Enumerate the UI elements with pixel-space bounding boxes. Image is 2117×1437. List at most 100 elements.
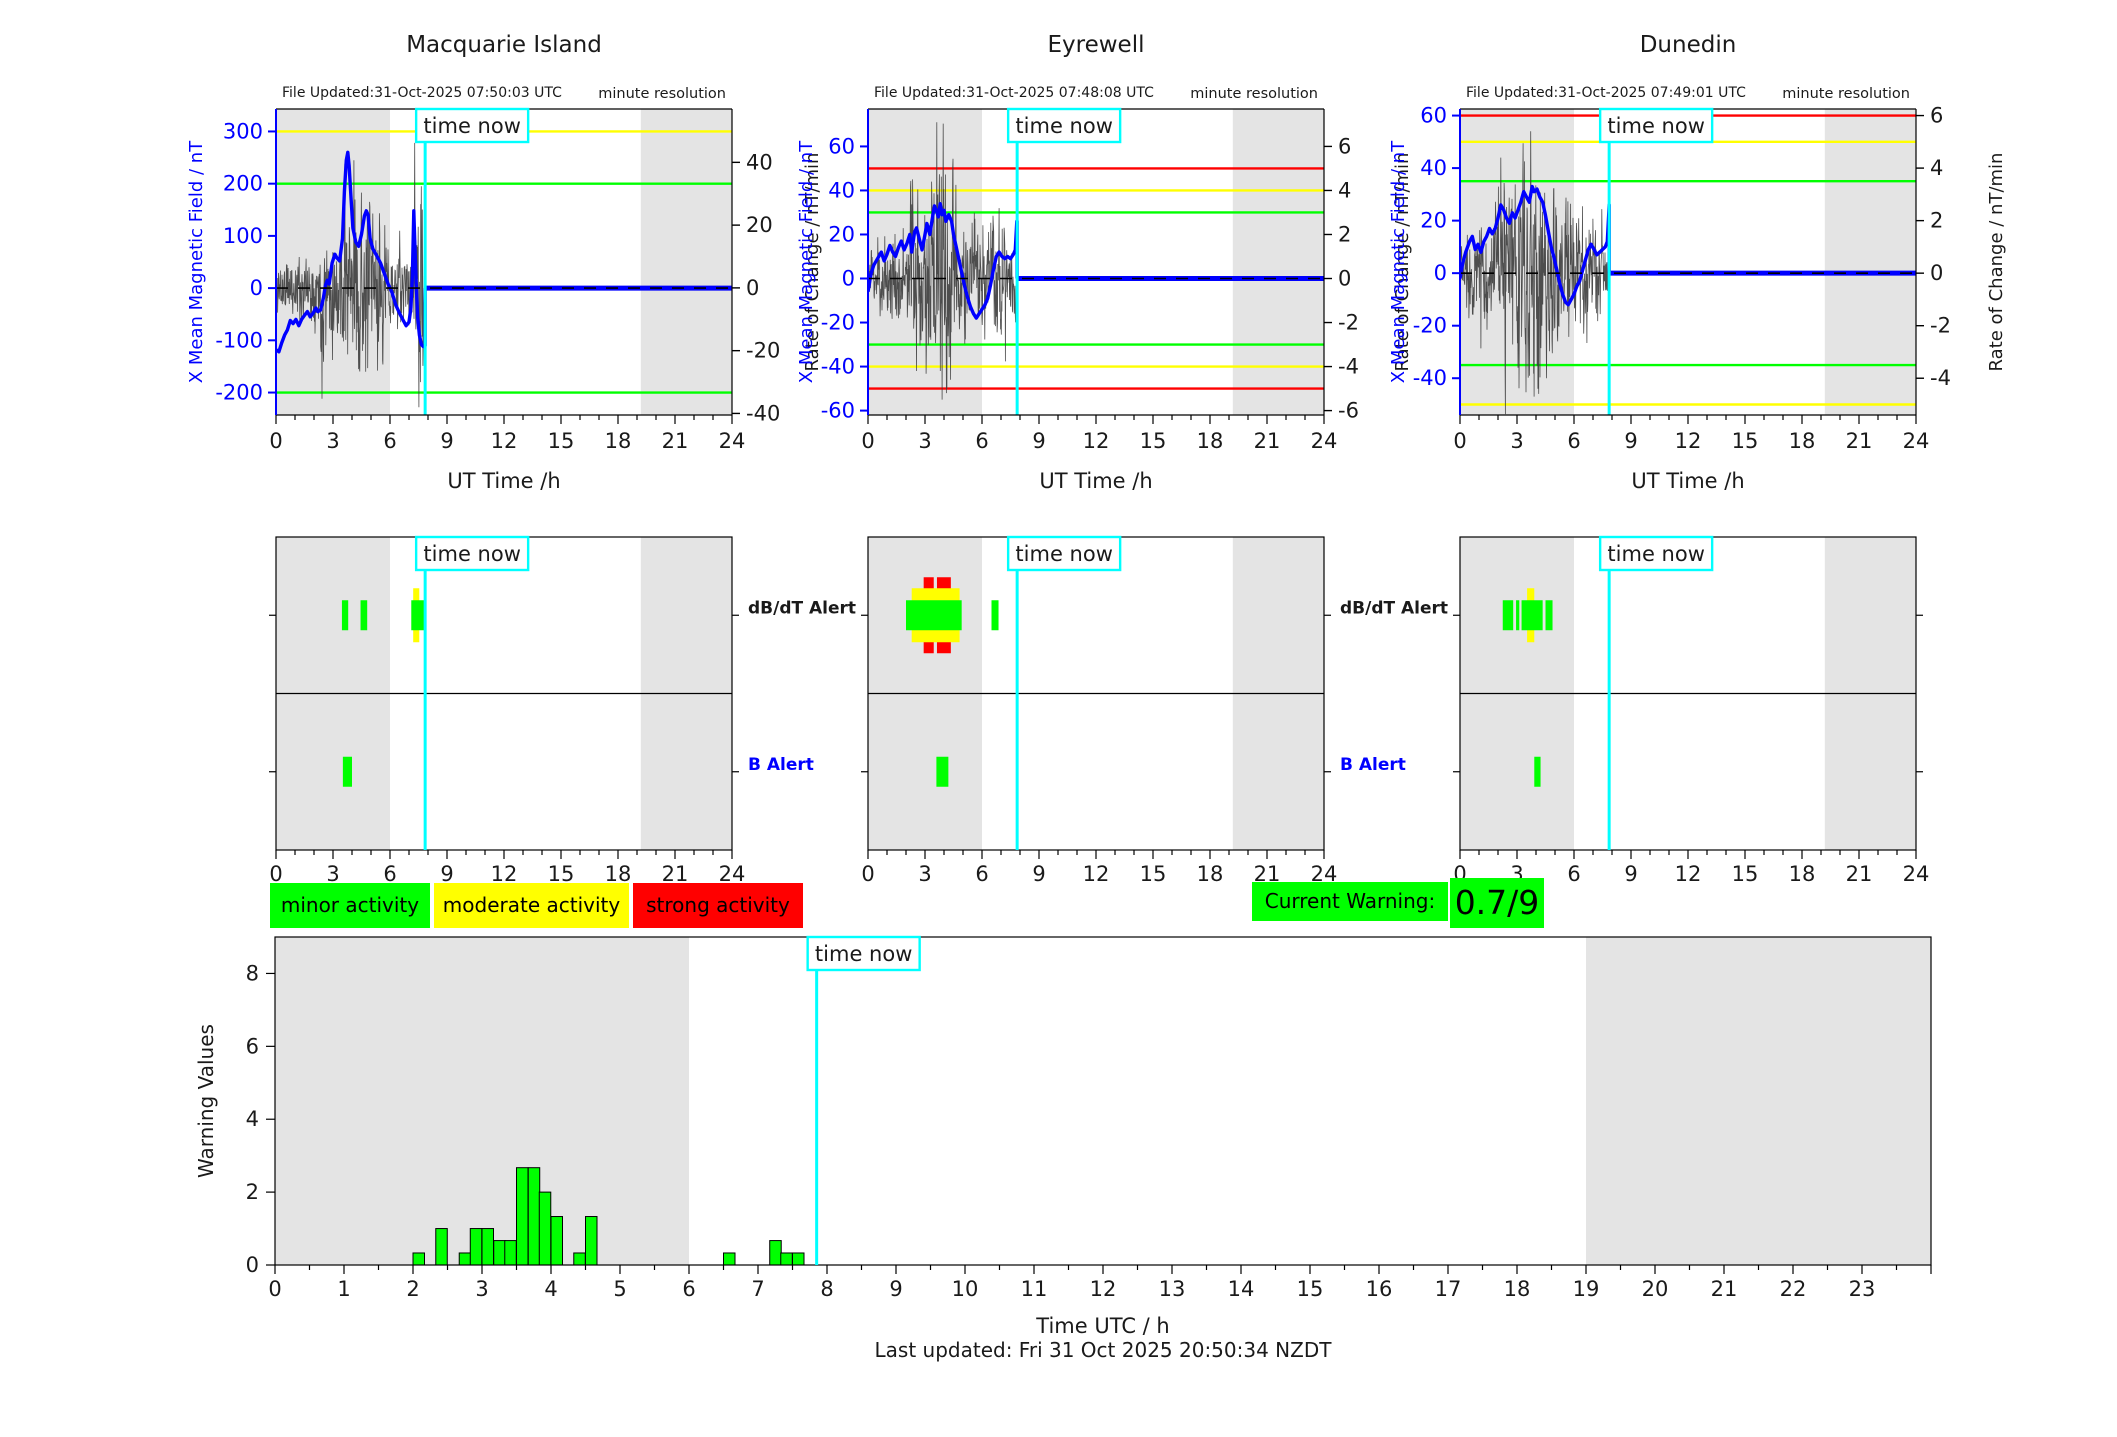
alert-bar-minor: [1516, 600, 1520, 631]
x-tick-label: 18: [1197, 862, 1224, 886]
x-tick-label: 3: [326, 429, 339, 453]
y-tick-label-left: -20: [821, 311, 855, 335]
x-tick-label: 9: [889, 1277, 902, 1301]
x-tick-label: 12: [1083, 429, 1110, 453]
alert-bar-minor: [342, 756, 352, 787]
y-tick-label: 8: [246, 961, 259, 985]
x-tick-label: 3: [918, 862, 931, 886]
x-tick-label: 1: [337, 1277, 350, 1301]
x-axis-label: Time UTC / h: [1035, 1314, 1169, 1338]
time-now-label-box: [1598, 107, 1714, 144]
x-tick-label: 15: [1732, 862, 1759, 886]
warning-bar: [504, 1240, 517, 1266]
x-tick-label: 6: [975, 429, 988, 453]
x-tick-label: 24: [719, 429, 746, 453]
time-now-label: time now: [1015, 114, 1112, 138]
x-tick-label: 15: [1140, 429, 1167, 453]
time-now-label-box: [1598, 535, 1714, 572]
chart-title: Dunedin: [1640, 32, 1737, 58]
warning-bar: [458, 1252, 472, 1266]
field-series-line: [276, 150, 427, 354]
time-now-label: time now: [1607, 114, 1704, 138]
x-tick-label: 9: [440, 862, 453, 886]
y-tick-label-right: 0: [746, 276, 759, 300]
alert-row-label: dB/dT Alert: [748, 598, 856, 618]
night-shading: [1232, 109, 1324, 415]
x-tick-label: 15: [1140, 862, 1167, 886]
alert-bar-minor: [936, 756, 949, 787]
time-now-label: time now: [1015, 542, 1112, 566]
x-tick-label: 8: [820, 1277, 833, 1301]
x-tick-label: 0: [861, 429, 874, 453]
alert-bar-minor: [1502, 600, 1514, 631]
chart-title: Macquarie Island: [406, 32, 602, 58]
x-axis-label: UT Time /h: [447, 469, 560, 493]
legend-moderate-activity: moderate activity: [434, 883, 629, 928]
y-tick-label-right: -2: [1338, 311, 1359, 335]
y-tick-label-right: 4: [1338, 178, 1351, 202]
x-tick-label: 18: [605, 429, 632, 453]
y-tick-label-right: -4: [1338, 355, 1359, 379]
x-tick-label: 6: [1567, 862, 1580, 886]
x-tick-label: 22: [1780, 1277, 1807, 1301]
warning-bar: [412, 1252, 426, 1266]
y-tick-label-left: 200: [223, 172, 263, 196]
warning-bar: [469, 1228, 483, 1266]
y-tick-label-left: 60: [828, 134, 855, 158]
night-shading: [640, 109, 732, 415]
y-tick-label-left: 60: [1420, 104, 1447, 128]
legend-strong-activity: strong activity: [633, 883, 803, 928]
x-tick-label: 21: [1846, 862, 1873, 886]
alert-panel-macquarie-island: dB/dT Alert B Alert 0 3 6 9 12 15 18 21 24 time now: [269, 535, 856, 886]
alert-bar-minor: [906, 600, 962, 631]
x-tick-label: 17: [1435, 1277, 1462, 1301]
field-series-line: [868, 201, 1019, 320]
x-tick-label: 3: [475, 1277, 488, 1301]
y-tick-label-left: 40: [828, 178, 855, 202]
x-axis-label: UT Time /h: [1631, 469, 1744, 493]
x-axis-label: UT Time /h: [1039, 469, 1152, 493]
alert-bar-minor: [1534, 756, 1541, 787]
resolution-note: minute resolution: [1782, 86, 1910, 102]
y-tick-label: 6: [246, 1034, 259, 1058]
resolution-note: minute resolution: [598, 86, 726, 102]
x-tick-label: 21: [1254, 429, 1281, 453]
y-axis-label-left: X Mean Magnetic Field / nT: [1388, 140, 1409, 383]
x-tick-label: 15: [548, 429, 575, 453]
x-tick-label: 0: [861, 862, 874, 886]
time-now-label: time now: [423, 542, 520, 566]
x-tick-label: 3: [918, 429, 931, 453]
x-tick-label: 9: [440, 429, 453, 453]
y-axis-label-right: Rate of Change / nT/min: [802, 153, 823, 372]
warning-bar: [723, 1252, 736, 1266]
x-tick-label: 13: [1159, 1277, 1186, 1301]
x-tick-label: 3: [1510, 429, 1523, 453]
x-tick-label: 12: [491, 429, 518, 453]
y-tick-label: 4: [246, 1107, 259, 1131]
y-tick-label-right: -20: [746, 339, 780, 363]
field-series-line: [1460, 184, 1611, 307]
y-tick-label-right: 20: [746, 213, 773, 237]
y-tick-label-left: 0: [1434, 261, 1447, 285]
chart-title: Eyrewell: [1048, 32, 1145, 58]
y-tick-label: 0: [246, 1253, 259, 1277]
x-tick-label: 15: [1732, 429, 1759, 453]
x-tick-label: 21: [1711, 1277, 1738, 1301]
x-tick-label: 7: [751, 1277, 764, 1301]
x-tick-label: 21: [662, 862, 689, 886]
y-tick-label-left: 0: [250, 276, 263, 300]
resolution-note: minute resolution: [1190, 86, 1318, 102]
y-tick-label-right: 4: [1930, 156, 1943, 180]
x-tick-label: 18: [1789, 862, 1816, 886]
x-tick-label: 0: [268, 1277, 281, 1301]
y-tick-label-left: 0: [842, 267, 855, 291]
x-tick-label: 5: [613, 1277, 626, 1301]
warning-bar: [585, 1216, 598, 1266]
current-warning-value: 0.7/9: [1450, 878, 1544, 928]
warning-bar: [538, 1191, 552, 1266]
y-tick-label-right: 2: [1338, 222, 1351, 246]
time-now-label: time now: [815, 942, 912, 966]
y-tick-label-left: -20: [1413, 314, 1447, 338]
x-tick-label: 18: [1197, 429, 1224, 453]
